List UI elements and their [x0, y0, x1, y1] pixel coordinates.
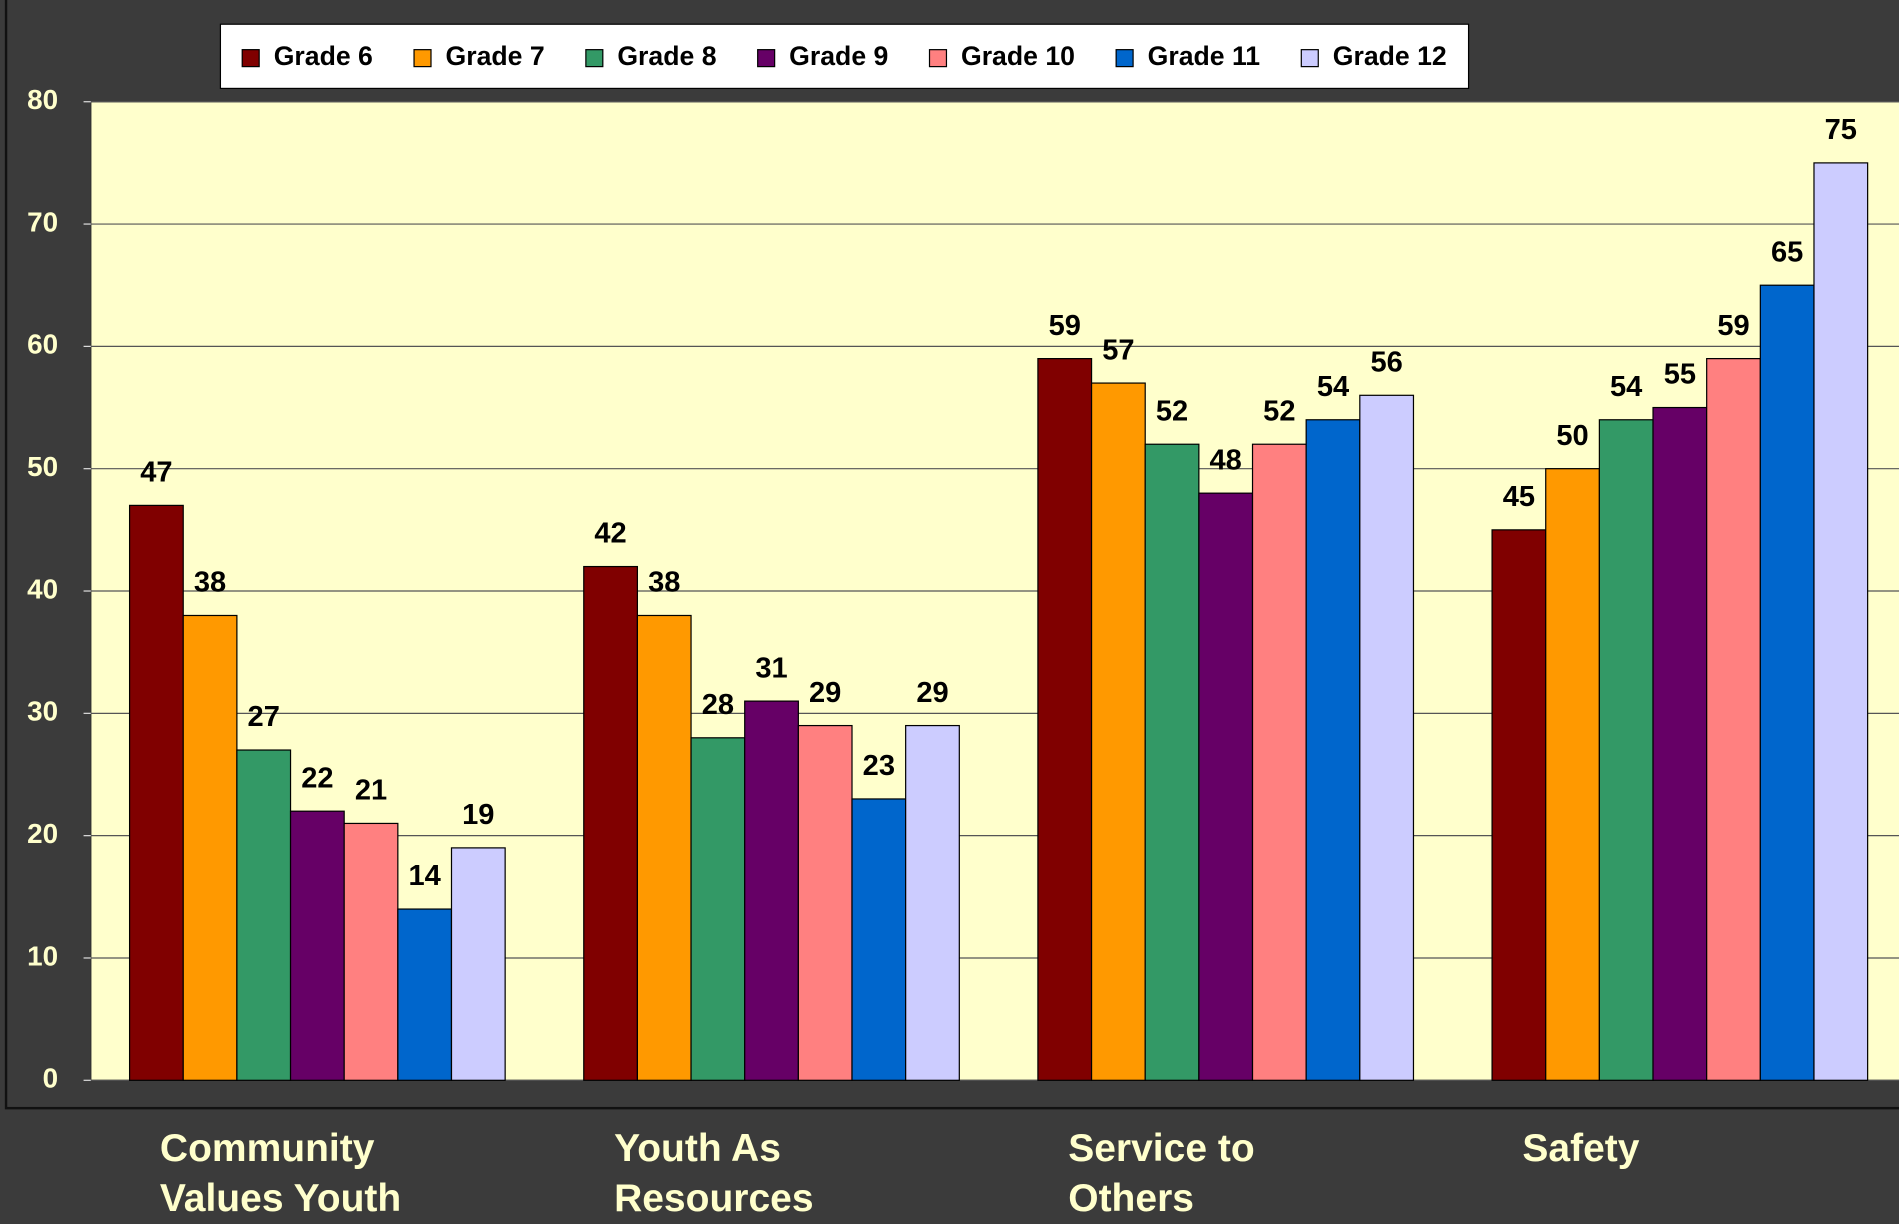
bar [690, 737, 746, 1081]
bar [1706, 358, 1761, 1081]
legend-label: Grade 6 [274, 41, 373, 71]
value-label: 54 [1610, 371, 1642, 403]
value-label: 59 [1049, 310, 1081, 342]
value-label: 23 [863, 750, 895, 782]
bar [1305, 419, 1361, 1081]
bar [1813, 162, 1869, 1081]
value-label: 52 [1263, 395, 1295, 427]
y-tick-label: 80 [27, 84, 58, 115]
bar [905, 724, 960, 1081]
bar [1037, 358, 1093, 1081]
bar [1652, 406, 1708, 1081]
bar [1359, 394, 1415, 1081]
legend: Grade 6 Grade 7 Grade 8 Grade 9 Grade 10 Grad… [219, 23, 1470, 90]
legend-swatch [757, 49, 776, 68]
bar [1251, 443, 1307, 1081]
value-label: 42 [594, 518, 626, 550]
value-label: 48 [1210, 444, 1242, 476]
value-label: 28 [702, 689, 734, 721]
value-label: 19 [462, 799, 494, 831]
legend-label: Grade 11 [1148, 41, 1261, 71]
value-label: 75 [1825, 114, 1857, 146]
value-label: 45 [1503, 481, 1535, 513]
legend-label: Grade 8 [617, 41, 716, 71]
bar [1198, 492, 1254, 1081]
bar [583, 565, 639, 1081]
y-tick-label: 30 [27, 696, 58, 727]
value-label: 29 [809, 677, 841, 709]
value-label: 55 [1664, 359, 1696, 391]
value-label: 52 [1156, 395, 1188, 427]
bar [851, 798, 907, 1081]
value-label: 21 [355, 775, 387, 807]
bar [1545, 468, 1600, 1081]
value-label: 65 [1771, 236, 1803, 268]
legend-label: Grade 12 [1333, 41, 1447, 71]
legend-swatch [928, 49, 948, 68]
chart-frame [4, 0, 1899, 1110]
y-tick-label: 50 [27, 451, 58, 482]
x-tick-label: Safety [1522, 1126, 1640, 1170]
value-label: 14 [409, 860, 441, 892]
value-label: 31 [755, 652, 787, 684]
y-tick-label: 60 [27, 329, 58, 360]
value-label: 50 [1556, 420, 1588, 452]
bar [1144, 443, 1200, 1081]
y-tick-label: 40 [27, 573, 58, 604]
bar [128, 504, 184, 1081]
legend-swatch [413, 49, 432, 68]
bar [343, 822, 399, 1081]
value-label: 57 [1102, 334, 1134, 366]
bar [397, 908, 453, 1081]
legend-swatch [585, 49, 604, 68]
bar [1491, 529, 1547, 1081]
legend-label: Grade 7 [446, 41, 545, 71]
legend-label: Grade 10 [961, 41, 1075, 71]
legend-swatch [1115, 49, 1134, 68]
x-tick-label: Service to Others [1068, 1126, 1255, 1220]
bar [797, 724, 853, 1081]
value-label: 27 [248, 701, 280, 733]
bar [1759, 284, 1815, 1081]
value-label: 54 [1317, 371, 1349, 403]
value-label: 47 [140, 457, 172, 489]
bar [1090, 382, 1146, 1081]
value-label: 59 [1717, 310, 1749, 342]
y-tick-label: 0 [43, 1063, 59, 1094]
value-label: 29 [916, 677, 948, 709]
bar [636, 614, 692, 1081]
legend-swatch [1300, 49, 1319, 68]
y-tick-label: 70 [27, 206, 58, 237]
value-label: 22 [301, 762, 333, 794]
bar [236, 749, 292, 1081]
bar [1598, 419, 1654, 1081]
bar [182, 614, 238, 1081]
legend-swatch [241, 49, 260, 68]
bar [744, 700, 799, 1081]
bar [450, 847, 506, 1081]
y-tick-label: 20 [27, 818, 58, 849]
x-tick-label: Youth As Resources [614, 1126, 814, 1220]
bar [289, 810, 345, 1081]
legend-label: Grade 9 [789, 41, 888, 71]
value-label: 38 [194, 567, 226, 599]
x-tick-label: Community Values Youth [159, 1126, 402, 1220]
value-label: 38 [648, 567, 680, 599]
y-tick-label: 10 [27, 940, 58, 971]
value-label: 56 [1370, 346, 1402, 378]
